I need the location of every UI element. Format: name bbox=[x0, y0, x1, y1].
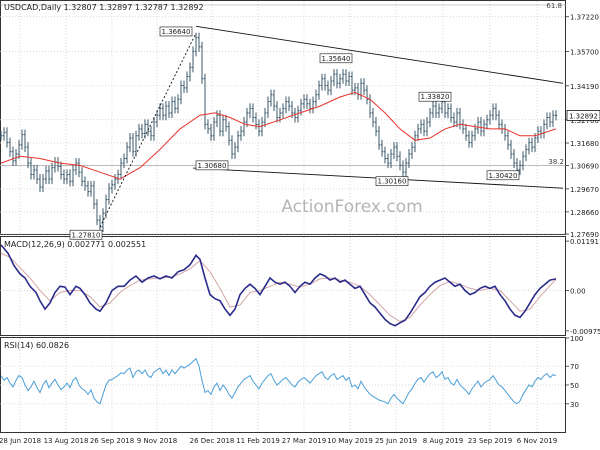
macd-panel-frame bbox=[0, 236, 566, 336]
macd-layer bbox=[0, 244, 557, 327]
rsi-layer bbox=[0, 357, 557, 405]
macd-tick-label: -0.009757 bbox=[570, 328, 600, 336]
rsi-line bbox=[0, 357, 557, 405]
rsi-tick-label: 70 bbox=[570, 363, 579, 371]
annotation-box bbox=[486, 170, 520, 181]
macd-tick-label: 0.011911 bbox=[570, 238, 600, 246]
current-price-box bbox=[566, 110, 600, 121]
annotation-label: 1.36640 bbox=[162, 28, 191, 36]
x-tick-label: 8 Aug 2019 bbox=[423, 437, 463, 445]
rsi-tick-label: 50 bbox=[570, 382, 579, 390]
y-tick-label: 1.29670 bbox=[570, 186, 599, 194]
annotation-label: 1.33820 bbox=[421, 93, 450, 101]
macd-tick-label: 0.00 bbox=[570, 287, 586, 295]
y-tick-label: 1.30690 bbox=[570, 163, 599, 171]
annotation-label: 1.27810 bbox=[72, 231, 101, 239]
watermark: ActionForex.com bbox=[281, 197, 422, 217]
annotation-box bbox=[418, 91, 452, 102]
x-tick-label: 27 Mar 2019 bbox=[282, 437, 326, 445]
x-tick-label: 9 Nov 2018 bbox=[137, 437, 177, 445]
x-tick-label: 23 Sep 2019 bbox=[468, 437, 512, 445]
symbol-label: USDCAD,Daily 1.32807 1.32897 1.32787 1.3… bbox=[4, 3, 204, 12]
x-tick-label: 10 May 2019 bbox=[327, 437, 373, 445]
x-tick-label: 11 Feb 2019 bbox=[236, 437, 280, 445]
annotation-label: 1.30160 bbox=[378, 178, 407, 186]
macd-line bbox=[0, 244, 557, 327]
rsi-tick-label: 30 bbox=[570, 401, 579, 409]
x-tick-label: 25 Jun 2019 bbox=[375, 437, 417, 445]
main-panel-frame bbox=[0, 0, 566, 235]
annotation-label: 1.30680 bbox=[198, 162, 227, 170]
rsi-label: RSI(14) 60.0826 bbox=[4, 341, 69, 350]
x-tick-label: 6 Nov 2019 bbox=[517, 437, 557, 445]
macd-signal-line bbox=[0, 252, 557, 323]
y-tick-label: 1.35700 bbox=[570, 48, 599, 56]
y-tick-label: 1.27690 bbox=[570, 231, 599, 239]
trendline-upper bbox=[195, 25, 564, 84]
annotation-label: 1.35640 bbox=[322, 55, 351, 63]
y-tick-label: 1.31680 bbox=[570, 140, 599, 148]
rsi-tick-label: 100 bbox=[570, 335, 583, 343]
x-tick-label: 26 Dec 2018 bbox=[190, 437, 235, 445]
x-tick-label: 26 Sep 2018 bbox=[90, 437, 134, 445]
trendline-dotted bbox=[99, 32, 197, 228]
moving-average-line bbox=[0, 91, 557, 180]
macd-label: MACD(12,26,9) 0.002771 0.002551 bbox=[4, 240, 146, 249]
annotation-box bbox=[159, 26, 193, 37]
x-tick-label: 13 Aug 2018 bbox=[44, 437, 89, 445]
y-tick-label: 1.34190 bbox=[570, 83, 599, 91]
y-tick-label: 1.28660 bbox=[570, 209, 599, 217]
annotation-box bbox=[69, 229, 103, 240]
x-tick-label: 28 Jun 2018 bbox=[0, 437, 41, 445]
y-tick-label: 1.37220 bbox=[570, 14, 599, 22]
current-price-label: 1.32892 bbox=[569, 112, 598, 120]
annotation-box bbox=[319, 53, 353, 64]
fib-label-bottom: 38.2 bbox=[548, 158, 564, 166]
fib-label-top: 61.8 bbox=[546, 2, 562, 10]
annotation-box bbox=[375, 176, 409, 187]
labels-layer: 28 Jun 2018 13 Aug 2018 26 Sep 2018 9 Nov 2… bbox=[0, 14, 600, 445]
annotation-box bbox=[195, 160, 229, 171]
annotation-label: 1.30420 bbox=[489, 172, 518, 180]
